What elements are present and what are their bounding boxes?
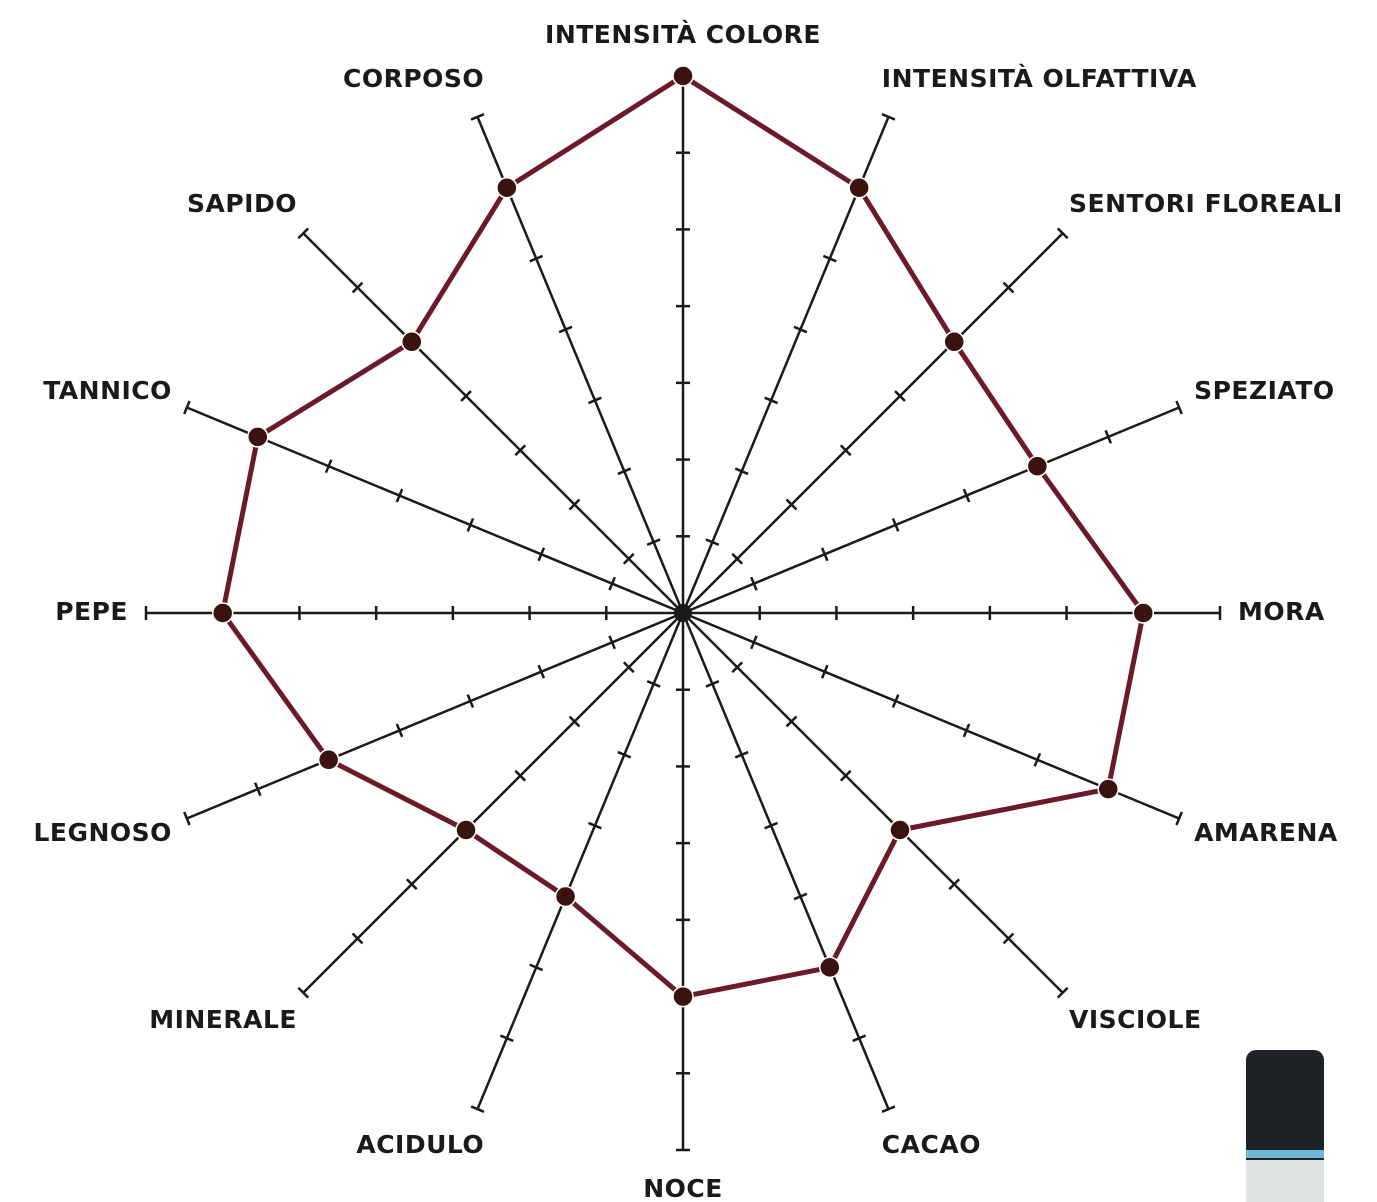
data-point — [319, 750, 339, 770]
axis-line — [683, 613, 889, 1109]
axis-label: VISCIOLE — [1069, 1005, 1202, 1034]
axis-label: NOCE — [643, 1174, 723, 1202]
axis-line — [303, 233, 683, 613]
axis-label: MORA — [1238, 597, 1325, 626]
axis-label: SAPIDO — [187, 189, 297, 218]
data-point — [556, 886, 576, 906]
data-point — [248, 427, 268, 447]
axis-label: CORPOSO — [343, 64, 484, 93]
data-point — [849, 178, 869, 198]
data-point — [497, 178, 517, 198]
axis-label: MINERALE — [149, 1005, 297, 1034]
axis-line — [303, 613, 683, 993]
axis-line — [683, 407, 1179, 613]
chart: INTENSITÀ COLORE INTENSITÀ OLFATTIVA SENTO… — [0, 0, 1377, 1202]
data-point — [402, 332, 422, 352]
data-point — [944, 332, 964, 352]
data-point — [673, 66, 693, 86]
axis-label: INTENSITÀ COLORE — [545, 20, 821, 49]
axis-label: PEPE — [55, 597, 128, 626]
axis-label: ACIDULO — [356, 1130, 484, 1159]
axis-line — [683, 613, 1063, 993]
axis-label: TANNICO — [43, 376, 172, 405]
bottle — [1246, 1050, 1324, 1202]
axis-label: SPEZIATO — [1194, 376, 1335, 405]
axis-label: CACAO — [882, 1130, 981, 1159]
axis-label: LEGNOSO — [33, 818, 171, 847]
center-dot — [674, 604, 692, 622]
data-point — [1133, 603, 1153, 623]
data-point — [213, 603, 233, 623]
axis-label: SENTORI FLOREALI — [1069, 189, 1343, 218]
data-point — [890, 820, 910, 840]
axis-label: INTENSITÀ OLFATTIVA — [882, 64, 1197, 93]
data-point — [1098, 779, 1118, 799]
data-point — [1027, 456, 1047, 476]
data-point — [820, 957, 840, 977]
data-point — [456, 820, 476, 840]
data-point — [673, 987, 693, 1007]
axis-line — [187, 613, 683, 819]
axis-label: AMARENA — [1194, 818, 1338, 847]
